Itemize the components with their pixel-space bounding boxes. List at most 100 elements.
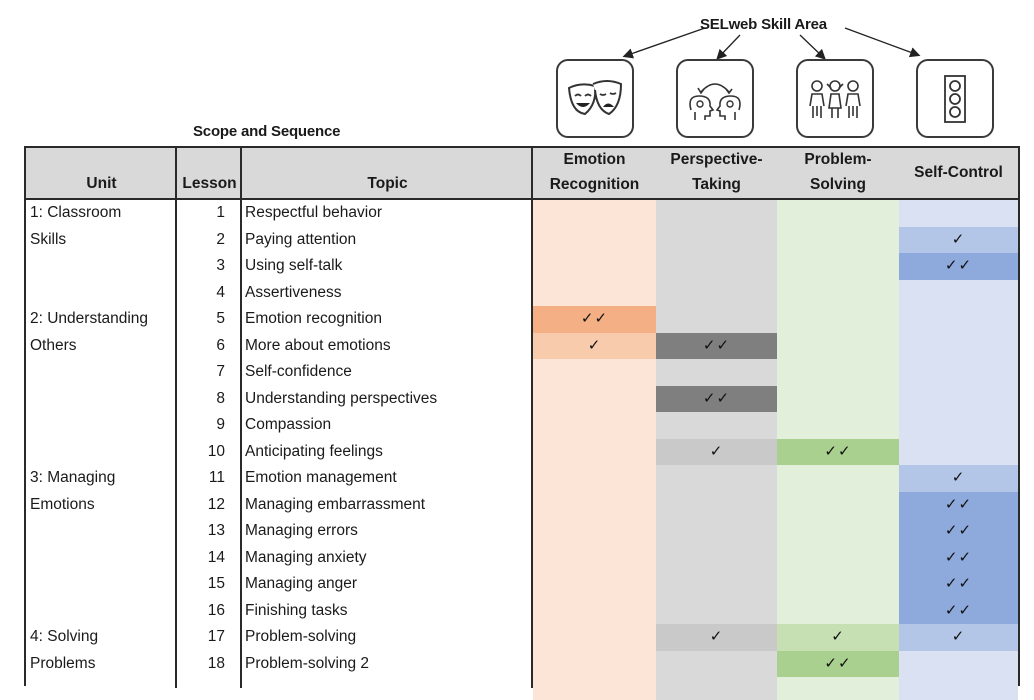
perspective-taking-icon-box [676, 59, 754, 138]
unit-cell: 1: Classroom [30, 204, 122, 221]
table-row: ✓✓ Problems 18 Problem-solving 2 [26, 650, 1018, 677]
lesson-cell: 8 [216, 389, 225, 407]
unit-cell: Skills [30, 230, 67, 248]
lesson-cell: 1 [216, 204, 225, 221]
problem-solving-icon-box [796, 59, 874, 138]
sc-check-cell: ✓ [899, 226, 1018, 253]
topic-cell: Problem-solving 2 [245, 654, 370, 672]
topic-cell: Managing anxiety [245, 548, 367, 566]
er-check-cell: ✓✓ [533, 306, 656, 333]
lesson-cell: 3 [216, 257, 225, 274]
header-emotion-recognition: Emotion Recognition [533, 148, 656, 198]
header-ps-line2: Solving [810, 176, 866, 193]
table-row: ✓ ✓✓ 10 Anticipating feelings [26, 438, 1018, 466]
unit-cell: 3: Managing [30, 469, 116, 486]
lesson-cell: 18 [207, 654, 225, 672]
topic-cell: Understanding perspectives [245, 389, 438, 407]
lesson-cell: 7 [216, 363, 225, 380]
header-unit: Unit [86, 175, 117, 192]
divider-topic-skills [531, 148, 533, 688]
topic-cell: Finishing tasks [245, 601, 348, 619]
emotion-recognition-column [533, 200, 656, 700]
unit-cell [28, 571, 176, 598]
divider-unit-lesson [175, 148, 177, 688]
lesson-cell: 14 [207, 548, 225, 566]
unit-cell: 4: Solving [30, 628, 99, 645]
topic-cell: Using self-talk [245, 257, 343, 274]
skill-area-arrows [622, 27, 921, 60]
unit-cell [28, 386, 176, 413]
sc-check-cell: ✓✓ [899, 518, 1018, 545]
unit-cell [28, 518, 176, 545]
header-sc-line2: Self-Control [914, 163, 1003, 181]
skill-area-title: SELweb Skill Area [700, 16, 827, 33]
table-row: 4 Assertiveness [26, 280, 1018, 307]
lesson-cell: 10 [207, 442, 225, 460]
self-control-icon-box [916, 59, 994, 138]
group-of-children-icon [809, 79, 861, 118]
lesson-cell: 13 [207, 522, 225, 539]
topic-cell: Emotion management [245, 469, 397, 486]
topic-cell: Anticipating feelings [245, 442, 383, 460]
unit-cell [28, 280, 176, 307]
pt-check-cell: ✓ [656, 438, 777, 465]
ps-check-cell: ✓✓ [777, 438, 899, 465]
pt-check-cell: ✓✓ [656, 385, 777, 412]
table-row: 1: Classroom 1 Respectful behavior [26, 200, 1018, 227]
header-topic: Topic [367, 175, 408, 192]
pt-check-cell: ✓ [656, 624, 777, 651]
topic-cell: More about emotions [245, 336, 391, 354]
table-row: ✓✓ 3 Using self-talk [26, 253, 1018, 280]
perspective-heads-icon [689, 82, 741, 120]
sc-check-cell: ✓ [899, 624, 1018, 651]
table-row: ✓✓ 14 Managing anxiety [26, 544, 1018, 572]
divider-lesson-topic [240, 148, 242, 688]
table-row: ✓ 3: Managing 11 Emotion management [26, 465, 1018, 492]
topic-cell: Managing errors [245, 522, 358, 539]
topic-cell: Assertiveness [245, 283, 342, 301]
unit-cell [28, 545, 176, 572]
sc-check-cell: ✓✓ [899, 491, 1018, 518]
table-row: ✓✓ 8 Understanding perspectives [26, 385, 1018, 413]
topic-cell: Emotion recognition [245, 310, 382, 327]
table-row: ✓ ✓✓ Others 6 More about emotions [26, 332, 1018, 359]
header-ps-line1: Problem- [804, 151, 872, 168]
ps-check-cell: ✓✓ [777, 650, 899, 677]
sc-check-cell: ✓✓ [899, 253, 1018, 280]
header-er-line1: Emotion [563, 151, 626, 168]
header-self-control: Self-Control [899, 148, 1018, 198]
ps-check-cell: ✓ [777, 624, 899, 651]
unit-cell: 2: Understanding [30, 310, 149, 327]
topic-cell: Problem-solving [245, 628, 357, 645]
unit-cell [28, 253, 176, 280]
unit-cell: Problems [30, 654, 96, 672]
sc-check-cell: ✓✓ [899, 571, 1018, 598]
lesson-cell: 5 [216, 310, 225, 327]
header-perspective-taking: Perspective- Taking [656, 148, 777, 198]
lesson-cell: 6 [216, 336, 225, 354]
unit-cell [28, 359, 176, 386]
header-lesson: Lesson [182, 175, 237, 192]
lesson-cell: 12 [207, 495, 225, 513]
lesson-cell: 2 [216, 230, 225, 248]
table-row: 7 Self-confidence [26, 359, 1018, 386]
unit-cell [28, 598, 176, 625]
sc-check-cell: ✓✓ [899, 544, 1018, 571]
header-pt-line2: Taking [692, 176, 741, 193]
lesson-cell: 4 [216, 283, 225, 301]
table-row: ✓✓ Emotions 12 Managing embarrassment [26, 491, 1018, 518]
sc-check-cell: ✓✓ [899, 597, 1018, 624]
traffic-light-icon [944, 74, 966, 123]
topic-cell: Managing embarrassment [245, 495, 426, 513]
table-row: ✓✓ 13 Managing errors [26, 518, 1018, 545]
header-pt-line1: Perspective- [670, 151, 763, 168]
topic-cell: Respectful behavior [245, 204, 382, 221]
unit-cell [28, 439, 176, 466]
unit-cell [28, 412, 176, 439]
lesson-cell: 11 [208, 469, 225, 486]
topic-cell: Managing anger [245, 575, 358, 592]
lesson-cell: 9 [216, 416, 225, 433]
emotion-recognition-icon-box [556, 59, 634, 138]
pt-check-cell: ✓✓ [656, 332, 777, 359]
header-problem-solving: Problem- Solving [777, 148, 899, 198]
